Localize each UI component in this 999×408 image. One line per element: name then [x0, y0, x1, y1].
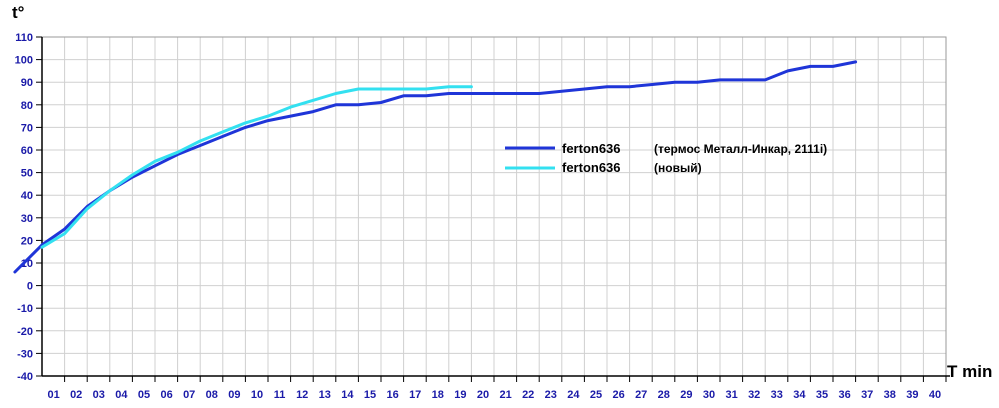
x-tick-label: 25 — [590, 389, 602, 401]
x-tick-label: 32 — [748, 389, 760, 401]
x-tick-label: 07 — [183, 389, 195, 401]
x-tick-label: 23 — [545, 389, 557, 401]
y-tick-label: -30 — [17, 348, 33, 360]
x-tick-label: 36 — [838, 389, 850, 401]
plot-frame — [41, 36, 950, 377]
grid — [42, 36, 947, 377]
x-tick-label: 15 — [364, 389, 376, 401]
y-tick-label: 60 — [21, 145, 33, 157]
x-tick-label: 05 — [138, 389, 150, 401]
x-tick-label: 08 — [206, 389, 218, 401]
legend-series-2-name: ferton636 — [562, 160, 621, 175]
x-tick-label: 17 — [409, 389, 421, 401]
y-tick-label: 80 — [21, 100, 33, 112]
x-tick-label: 34 — [793, 389, 806, 401]
x-tick-label: 12 — [296, 389, 308, 401]
y-tick-label: 70 — [21, 122, 33, 134]
x-tick-label: 37 — [861, 389, 873, 401]
x-tick-label: 11 — [274, 389, 286, 401]
series-line-1 — [13, 60, 858, 274]
x-tick-label: 20 — [477, 389, 489, 401]
y-axis-label: t° — [12, 3, 25, 22]
x-axis-ticks: 01 02 03 04 05 06 07 08 09 10 11 12 13 14 15 16 17 18 19 20… — [47, 376, 947, 401]
series-lines — [13, 60, 858, 274]
y-tick-label: 100 — [15, 55, 33, 67]
legend-series-1-name: ferton636 — [562, 141, 621, 156]
x-tick-label: 38 — [884, 389, 896, 401]
x-tick-label: 03 — [93, 389, 105, 401]
x-tick-label: 27 — [635, 389, 647, 401]
x-tick-label: 29 — [680, 389, 692, 401]
x-tick-label: 18 — [432, 389, 444, 401]
series-line-2 — [40, 85, 473, 249]
x-tick-label: 30 — [703, 389, 715, 401]
y-tick-label: -40 — [17, 371, 33, 383]
y-tick-label: 0 — [27, 281, 33, 293]
y-tick-label: 20 — [21, 235, 33, 247]
legend: ferton636 (термос Металл-Инкар, 2111i) f… — [505, 141, 827, 175]
x-tick-label: 01 — [47, 389, 59, 401]
x-tick-label: 31 — [725, 389, 737, 401]
x-tick-label: 33 — [771, 389, 783, 401]
x-tick-label: 21 — [499, 389, 511, 401]
y-tick-label: 30 — [21, 213, 33, 225]
x-tick-label: 13 — [319, 389, 331, 401]
x-tick-label: 19 — [454, 389, 466, 401]
y-tick-label: 110 — [15, 32, 33, 44]
x-tick-label: 35 — [816, 389, 828, 401]
y-tick-label: -10 — [17, 303, 33, 315]
x-tick-label: 22 — [522, 389, 534, 401]
x-tick-label: 02 — [70, 389, 82, 401]
y-tick-label: 40 — [21, 190, 33, 202]
x-axis-label: T min — [947, 362, 992, 381]
x-tick-label: 09 — [228, 389, 240, 401]
x-tick-label: 40 — [929, 389, 941, 401]
y-tick-label: 90 — [21, 77, 33, 89]
x-tick-label: 26 — [612, 389, 624, 401]
y-tick-label: 50 — [21, 168, 33, 180]
x-tick-label: 28 — [658, 389, 670, 401]
y-tick-label: -20 — [17, 326, 33, 338]
x-tick-label: 14 — [341, 389, 354, 401]
legend-series-2-description: (новый) — [654, 161, 702, 175]
x-tick-label: 10 — [251, 389, 263, 401]
x-tick-label: 16 — [386, 389, 398, 401]
x-tick-label: 04 — [115, 389, 128, 401]
x-tick-label: 06 — [160, 389, 172, 401]
x-tick-label: 39 — [906, 389, 918, 401]
x-tick-label: 24 — [567, 389, 580, 401]
legend-series-1-description: (термос Металл-Инкар, 2111i) — [654, 142, 827, 156]
